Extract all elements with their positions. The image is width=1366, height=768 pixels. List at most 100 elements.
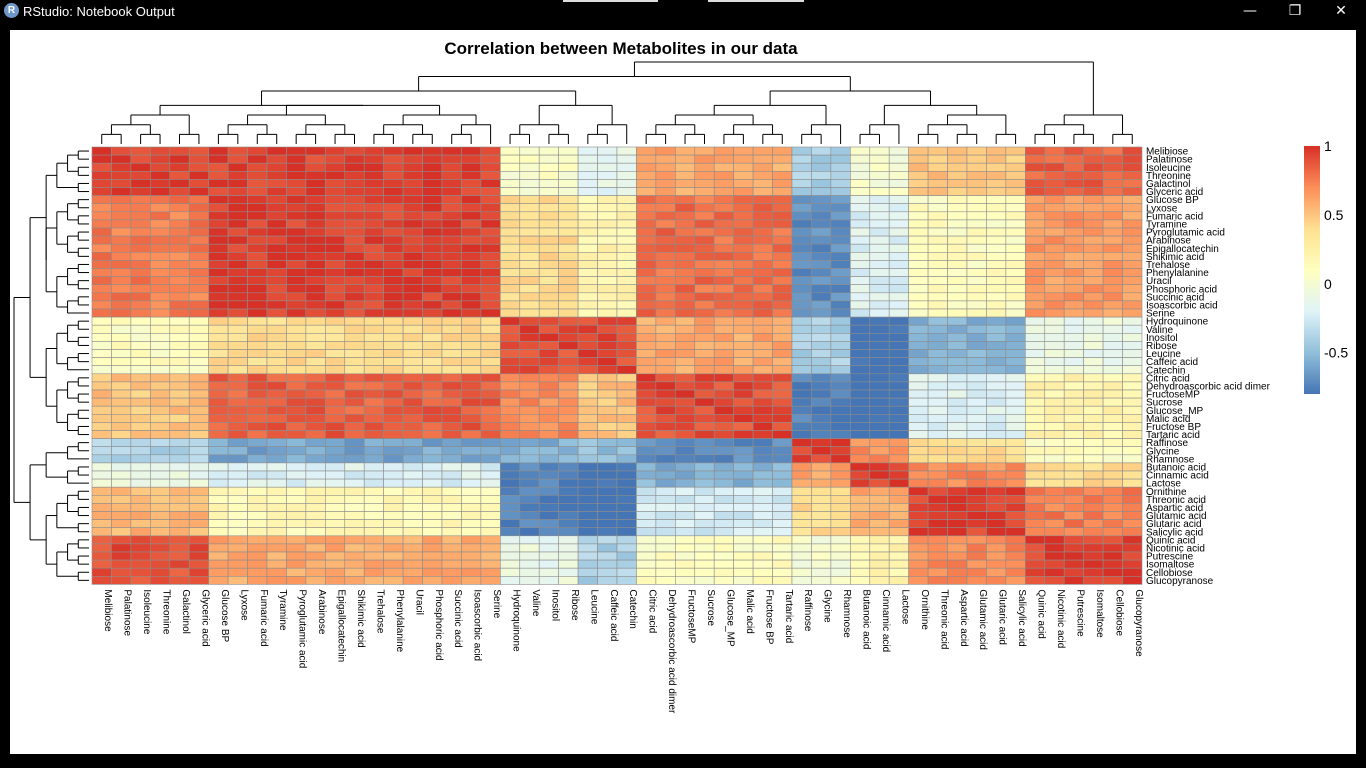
heatmap-cell xyxy=(830,260,851,269)
heatmap-cell xyxy=(208,535,229,545)
heatmap-cell xyxy=(675,543,696,553)
heatmap-cell xyxy=(91,559,112,569)
heatmap-cell xyxy=(1083,511,1104,520)
heatmap-cell xyxy=(986,470,1007,480)
heatmap-cell xyxy=(966,438,987,448)
heatmap-cell xyxy=(986,357,1007,367)
close-button[interactable]: ✕ xyxy=(1335,3,1347,19)
heatmap-cell xyxy=(772,235,793,245)
heatmap-cell xyxy=(733,349,754,358)
heatmap-cell xyxy=(636,470,657,480)
heatmap-cell xyxy=(344,187,365,196)
heatmap-cell xyxy=(986,413,1007,423)
heatmap-cell xyxy=(1083,349,1104,358)
heatmap-cell xyxy=(850,486,871,496)
heatmap-cell xyxy=(694,187,715,196)
heatmap-cell xyxy=(130,454,151,464)
heatmap-cell xyxy=(1044,365,1065,375)
heatmap-cell xyxy=(130,268,151,277)
heatmap-cell xyxy=(1063,405,1084,415)
heatmap-cell xyxy=(791,470,812,480)
heatmap-cell xyxy=(130,535,151,545)
heatmap-cell xyxy=(441,381,462,391)
heatmap-cell xyxy=(850,187,871,196)
heatmap-cell xyxy=(966,252,987,261)
heatmap-cell xyxy=(850,284,871,294)
heatmap-cell xyxy=(927,146,948,156)
heatmap-cell xyxy=(694,219,715,229)
heatmap-cell xyxy=(733,567,754,577)
heatmap-cell xyxy=(500,551,521,561)
heatmap-cell xyxy=(150,446,171,456)
heatmap-cell xyxy=(675,260,696,269)
heatmap-cell xyxy=(169,535,190,545)
heatmap-cell xyxy=(597,486,618,496)
heatmap-cell xyxy=(869,519,890,529)
heatmap-cell xyxy=(538,154,559,164)
heatmap-cell xyxy=(480,179,501,188)
heatmap-cell xyxy=(1122,203,1143,213)
heatmap-cell xyxy=(830,219,851,229)
heatmap-cell xyxy=(1102,146,1123,156)
heatmap-cell xyxy=(441,575,462,585)
heatmap-cell xyxy=(1063,357,1084,367)
heatmap-cell xyxy=(91,373,112,383)
heatmap-cell xyxy=(208,324,229,334)
heatmap-cell xyxy=(538,332,559,342)
heatmap-cell xyxy=(733,332,754,342)
heatmap-cell xyxy=(266,162,287,172)
heatmap-cell xyxy=(869,494,890,504)
heatmap-cell xyxy=(947,154,968,164)
heatmap-cell xyxy=(752,567,773,577)
heatmap-cell xyxy=(188,195,209,205)
heatmap-cell xyxy=(286,494,307,504)
heatmap-cell xyxy=(227,575,248,585)
heatmap-cell xyxy=(500,349,521,358)
heatmap-cell xyxy=(694,446,715,456)
heatmap-cell xyxy=(986,324,1007,334)
heatmap-cell xyxy=(577,219,598,229)
heatmap-cell xyxy=(130,341,151,350)
heatmap-cell xyxy=(500,422,521,431)
heatmap-cell xyxy=(208,276,229,286)
heatmap-cell xyxy=(441,446,462,456)
heatmap-cell xyxy=(908,381,929,391)
heatmap-cell xyxy=(402,276,423,286)
heatmap-cell xyxy=(869,454,890,464)
heatmap-cell xyxy=(752,365,773,375)
heatmap-cell xyxy=(422,575,443,585)
heatmap-cell xyxy=(91,252,112,261)
heatmap-cell xyxy=(266,478,287,488)
heatmap-cell xyxy=(966,219,987,229)
heatmap-cell xyxy=(888,543,909,553)
heatmap-cell xyxy=(1063,349,1084,358)
heatmap-cell xyxy=(655,243,676,253)
heatmap-cell xyxy=(752,478,773,488)
heatmap-cell xyxy=(519,575,540,585)
heatmap-cell xyxy=(636,551,657,561)
heatmap-cell xyxy=(791,381,812,391)
heatmap-cell xyxy=(636,179,657,188)
heatmap-cell xyxy=(422,397,443,407)
minimize-button[interactable]: — xyxy=(1243,3,1257,19)
heatmap-cell xyxy=(402,413,423,423)
heatmap-cell xyxy=(422,179,443,188)
heatmap-cell xyxy=(247,357,268,367)
heatmap-cell xyxy=(266,373,287,383)
heatmap-cell xyxy=(130,292,151,302)
maximize-button[interactable]: ❐ xyxy=(1288,3,1302,19)
heatmap-cell xyxy=(927,559,948,569)
heatmap-cell xyxy=(772,179,793,188)
heatmap-cell xyxy=(402,284,423,294)
heatmap-cell xyxy=(869,324,890,334)
heatmap-cell xyxy=(986,446,1007,456)
heatmap-cell xyxy=(130,389,151,399)
heatmap-cell xyxy=(402,332,423,342)
heatmap-cell xyxy=(325,486,346,496)
heatmap-cell xyxy=(169,203,190,213)
heatmap-cell xyxy=(402,397,423,407)
heatmap-cell xyxy=(480,243,501,253)
heatmap-cell xyxy=(558,268,579,277)
heatmap-cell xyxy=(577,276,598,286)
heatmap-cell xyxy=(558,332,579,342)
